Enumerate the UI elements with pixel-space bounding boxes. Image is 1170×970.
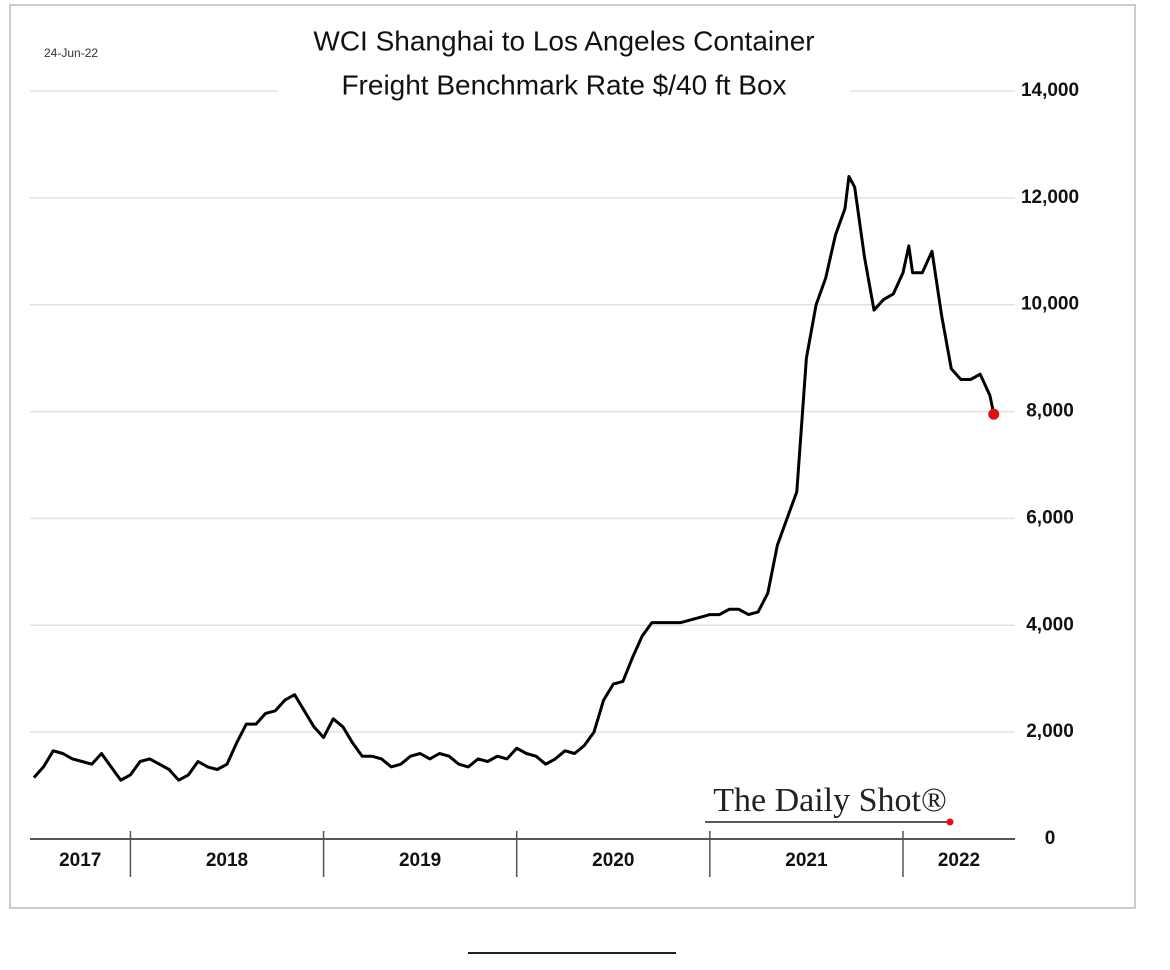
x-tick-label: 2022 bbox=[938, 850, 980, 871]
chart-title: WCI Shanghai to Los Angeles Container bbox=[313, 25, 814, 56]
chart-title: Freight Benchmark Rate $/40 ft Box bbox=[341, 69, 786, 100]
y-tick-label: 8,000 bbox=[1026, 401, 1074, 422]
x-tick-label: 2017 bbox=[59, 850, 101, 871]
y-tick-label: 6,000 bbox=[1026, 507, 1074, 528]
x-tick-label: 2018 bbox=[206, 850, 248, 871]
y-tick-label: 14,000 bbox=[1021, 80, 1079, 101]
grid bbox=[30, 90, 1015, 733]
y-tick-label: 10,000 bbox=[1021, 294, 1079, 315]
y-tick-label: 2,000 bbox=[1026, 721, 1074, 742]
line-series bbox=[32, 175, 996, 782]
x-tick-label: 2019 bbox=[399, 850, 441, 871]
title-background bbox=[278, 22, 850, 110]
logo-dot bbox=[946, 818, 954, 826]
last-point bbox=[988, 408, 1000, 420]
date-label: 24-Jun-22 bbox=[44, 46, 98, 60]
x-tick-label: 2021 bbox=[785, 850, 828, 871]
source-logo: The Daily Shot® bbox=[713, 782, 947, 819]
y-tick-label: 0 bbox=[1045, 828, 1056, 849]
chart-frame bbox=[9, 4, 1136, 909]
x-tick-label: 2020 bbox=[592, 850, 634, 871]
y-tick-label: 4,000 bbox=[1026, 614, 1074, 635]
y-tick-label: 12,000 bbox=[1021, 187, 1079, 208]
